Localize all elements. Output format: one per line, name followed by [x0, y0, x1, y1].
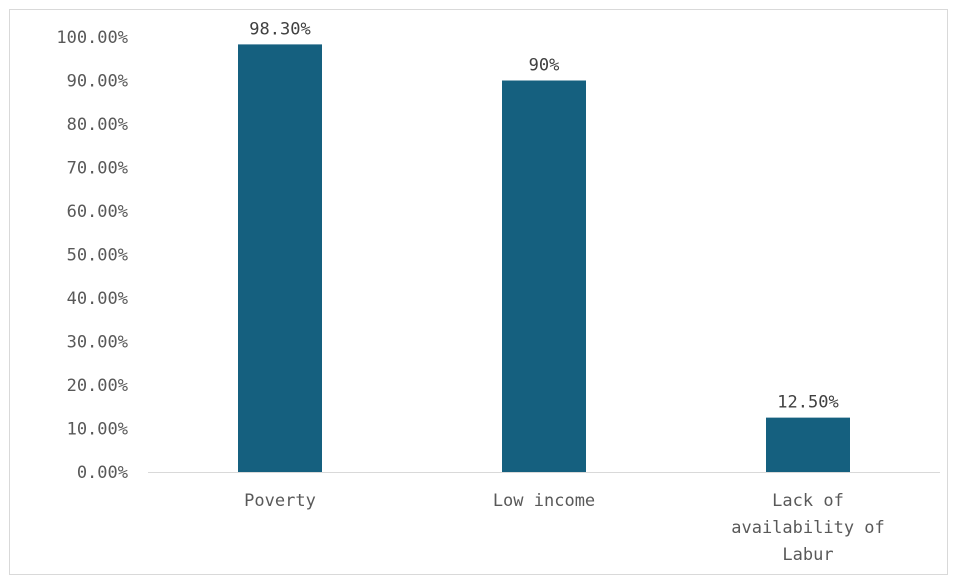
data-label: 98.30%: [249, 19, 310, 39]
x-tick-label: Lack of availability of Labur: [731, 491, 885, 565]
y-tick-label: 70.00%: [67, 159, 128, 179]
data-label: 90%: [529, 56, 560, 76]
chart-frame: [9, 9, 948, 575]
x-axis-labels: Poverty Low income Lack of availability of L…: [244, 491, 885, 565]
y-tick-label: 10.00%: [67, 420, 128, 440]
y-tick-label: 60.00%: [67, 202, 128, 222]
y-tick-label: 0.00%: [77, 463, 128, 483]
y-tick-label: 20.00%: [67, 376, 128, 396]
data-label: 12.50%: [777, 393, 838, 413]
data-labels: 98.30% 90% 12.50%: [249, 19, 838, 412]
y-tick-label: 30.00%: [67, 333, 128, 353]
y-tick-label: 90.00%: [67, 72, 128, 92]
y-tick-label: 50.00%: [67, 246, 128, 266]
bar: [238, 44, 322, 473]
y-tick-label: 80.00%: [67, 115, 128, 135]
bar: [502, 80, 586, 472]
bar: [766, 417, 850, 472]
x-tick-label: Poverty: [244, 491, 316, 511]
x-tick-label: Low income: [493, 491, 595, 511]
bars: [238, 44, 850, 473]
y-tick-label: 100.00%: [56, 28, 128, 48]
y-tick-label: 40.00%: [67, 289, 128, 309]
y-axis-ticks: 0.00% 10.00% 20.00% 30.00% 40.00% 50.00% 60.00…: [56, 28, 128, 483]
